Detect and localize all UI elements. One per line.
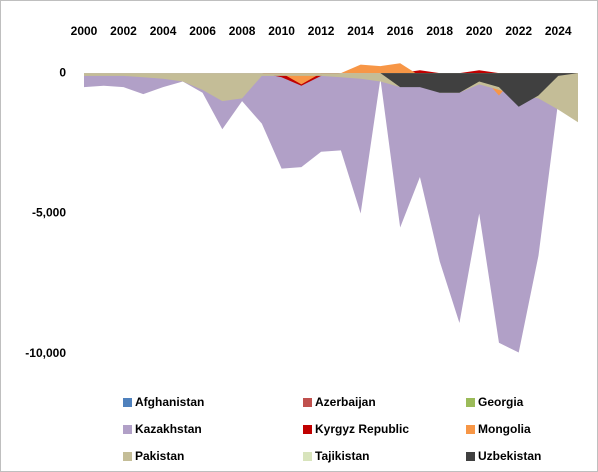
x-tick-label: 2024 — [545, 24, 572, 38]
x-tick-label: 2018 — [426, 24, 453, 38]
y-tick-label: -10,000 — [25, 346, 66, 360]
legend-label: Tajikistan — [315, 449, 369, 463]
legend-swatch — [466, 425, 475, 434]
legend-label: Georgia — [478, 395, 524, 409]
legend-label: Afghanistan — [135, 395, 204, 409]
x-tick-label: 2014 — [347, 24, 374, 38]
legend-swatch — [123, 425, 132, 434]
y-tick-label: -5,000 — [32, 206, 66, 220]
legend-label: Uzbekistan — [478, 449, 541, 463]
legend-label: Kyrgyz Republic — [315, 422, 409, 436]
x-tick-label: 2016 — [387, 24, 414, 38]
x-tick-label: 2022 — [505, 24, 532, 38]
x-tick-label: 2006 — [189, 24, 216, 38]
x-tick-label: 2020 — [466, 24, 493, 38]
legend-swatch — [123, 398, 132, 407]
legend-label: Azerbaijan — [315, 395, 376, 409]
x-tick-label: 2004 — [150, 24, 177, 38]
legend-swatch — [303, 398, 312, 407]
legend-label: Mongolia — [478, 422, 531, 436]
legend-swatch — [466, 452, 475, 461]
legend-swatch — [303, 425, 312, 434]
legend-swatch — [303, 452, 312, 461]
x-tick-label: 2010 — [268, 24, 295, 38]
x-tick-label: 2000 — [71, 24, 98, 38]
legend-label: Pakistan — [135, 449, 184, 463]
y-tick-label: 0 — [59, 65, 66, 79]
legend-label: Kazakhstan — [135, 422, 202, 436]
area — [84, 73, 578, 107]
x-tick-label: 2012 — [308, 24, 335, 38]
x-tick-label: 2008 — [229, 24, 256, 38]
legend-swatch — [466, 398, 475, 407]
x-tick-label: 2002 — [110, 24, 137, 38]
legend-swatch — [123, 452, 132, 461]
area — [84, 73, 578, 353]
